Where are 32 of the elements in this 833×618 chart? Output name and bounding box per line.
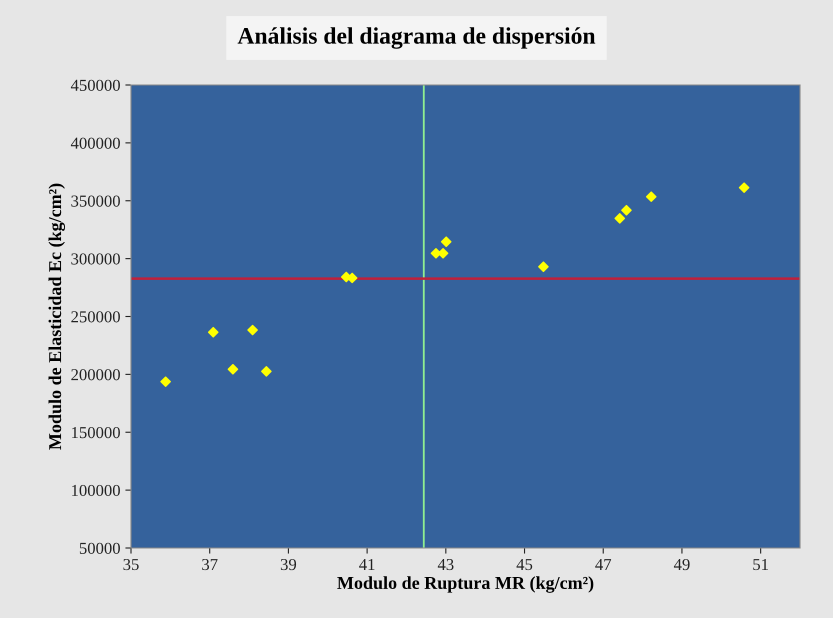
y-tick-label: 300000 [71, 253, 120, 265]
x-axis-title: Modulo de Ruptura MR (kg/cm²) [337, 576, 594, 593]
point [247, 324, 258, 336]
x-tick-label: 35 [123, 558, 139, 570]
point [646, 191, 657, 202]
x-tick-label: 47 [595, 559, 612, 570]
y-tick-label: 350000 [71, 195, 120, 207]
x-tick-label: 39 [280, 558, 296, 570]
y-tick-label: 450000 [70, 80, 120, 91]
y-tick-label: 150000 [72, 426, 120, 438]
y-tick-label: 50000 [80, 542, 120, 554]
point [621, 204, 632, 216]
point [208, 326, 219, 338]
x-tick-label: 49 [674, 558, 690, 570]
point [738, 182, 750, 193]
y-tick-label: 100000 [72, 484, 120, 496]
point [261, 366, 272, 377]
y-tick-label: 400000 [70, 138, 120, 149]
y-axis-title: Modulo de Elasticidad Ec (kg/cm²) [48, 184, 66, 450]
x-tick-label: 45 [516, 559, 532, 570]
point [440, 236, 452, 248]
y-tick-label: 200000 [71, 369, 120, 380]
x-tick-label: 51 [753, 558, 768, 570]
x-tick-label: 43 [438, 558, 454, 570]
point [614, 213, 626, 224]
point [538, 261, 549, 272]
x-tick-label: 37 [202, 558, 218, 570]
point [228, 364, 238, 375]
x-tick-label: 41 [359, 558, 374, 570]
point [160, 376, 171, 387]
chart-title: Análisis del diagrama de dispersión [238, 27, 596, 49]
y-tick-label: 250000 [71, 311, 120, 322]
